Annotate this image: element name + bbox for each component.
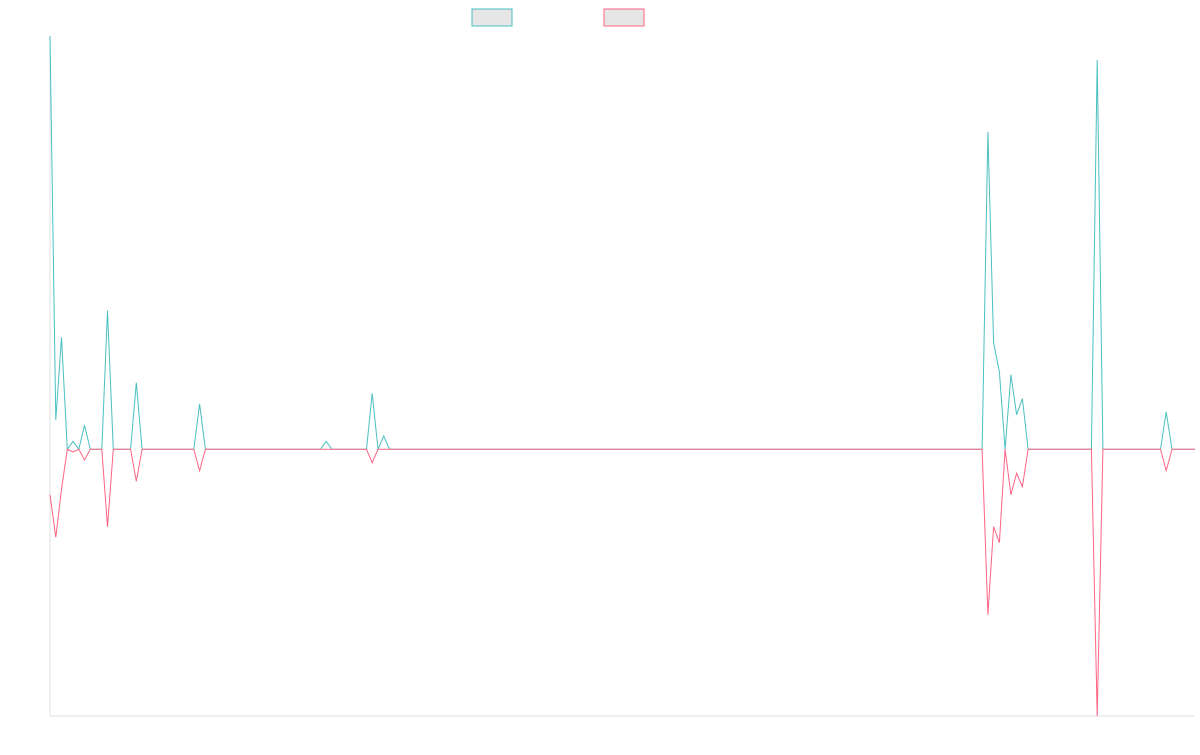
series-line-1 [49, 35, 1195, 452]
legend-item-2[interactable] [603, 8, 645, 27]
legend [471, 8, 645, 27]
axes [49, 36, 1195, 717]
legend-swatch-1 [471, 8, 513, 27]
series-line-2 [49, 448, 1195, 717]
legend-swatch-2 [603, 8, 645, 27]
legend-item-1[interactable] [471, 8, 513, 27]
series-layer [49, 35, 1195, 717]
